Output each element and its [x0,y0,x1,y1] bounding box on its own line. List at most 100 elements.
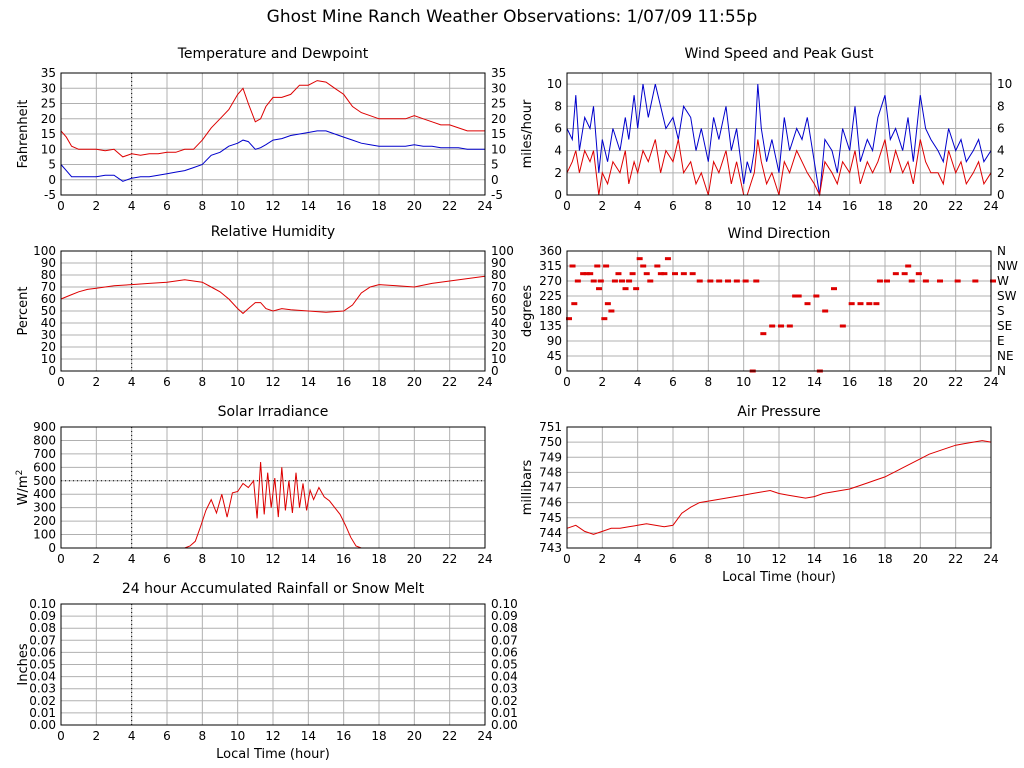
wind_direction-point [643,272,650,276]
right-tick-label: 50 [491,304,506,318]
x-tick-label: 0 [57,375,65,389]
wind_direction-point [707,279,714,283]
temperature-series-red-line [60,80,485,158]
right-tick-label: 0 [491,173,499,187]
x-tick-label: 10 [230,375,245,389]
x-tick-label: 24 [983,552,998,566]
wind_direction-point [601,317,608,321]
temperature-title: Temperature and Dewpoint [177,46,369,62]
y-tick-label: 747 [539,481,562,495]
wind_direction-point [813,294,820,298]
x-tick-label: 10 [736,552,751,566]
y-tick-label: 743 [539,541,562,555]
x-tick-label: 24 [477,375,492,389]
right-tick-label: 100 [491,244,514,258]
y-tick-label: 5 [48,158,56,172]
x-tick-label: 16 [842,552,857,566]
wind_direction-point [901,272,908,276]
y-tick-label: 800 [33,433,56,447]
right-tick-label: 25 [491,97,506,111]
x-tick-label: 2 [599,375,607,389]
right-tick-label: 15 [491,127,506,141]
wind_direction-point [892,272,899,276]
y-tick-label: 10 [547,77,562,91]
x-tick-label: 10 [230,552,245,566]
right-tick-label: 0 [997,188,1005,202]
y-tick-label: 0.03 [29,682,56,696]
temperature-frame [60,72,486,196]
right-tick-label: 80 [491,268,506,282]
x-tick-label: 18 [371,375,386,389]
y-tick-label: 180 [539,304,562,318]
y-tick-label: 0 [48,364,56,378]
y-tick-label: 300 [33,501,56,515]
wind_direction-point [596,287,603,291]
x-tick-label: 12 [771,375,786,389]
x-tick-label: 18 [371,199,386,213]
y-tick-label: 30 [41,81,56,95]
wind_direction-point [915,272,922,276]
wind_direction-point [689,272,696,276]
right-tick-label: 0.05 [491,658,518,672]
y-tick-label: 0 [554,188,562,202]
x-tick-label: 2 [93,375,101,389]
x-tick-label: 4 [128,199,136,213]
x-tick-label: 12 [771,552,786,566]
wind_direction-point [661,272,668,276]
y-tick-label: 200 [33,514,56,528]
y-tick-label: 0.04 [29,670,56,684]
y-tick-label: 6 [554,121,562,135]
wind_direction-point [866,302,873,306]
x-tick-label: 22 [442,199,457,213]
solar-frame [60,426,486,549]
right-tick-label: S [997,304,1005,318]
x-tick-label: 20 [407,729,422,743]
y-tick-label: 4 [554,144,562,158]
y-tick-label: 400 [33,487,56,501]
wind_direction-point [857,302,864,306]
right-tick-label: N [997,244,1006,258]
x-tick-label: 22 [442,729,457,743]
wind_direction-title: Wind Direction [728,226,831,242]
x-tick-label: 16 [336,199,351,213]
wind_direction-point [571,302,578,306]
y-tick-label: 40 [41,316,56,330]
temperature-chart: Temperature and Dewpoint-505101520253035… [16,46,506,213]
y-tick-label: 0.07 [29,633,56,647]
x-tick-label: 16 [336,552,351,566]
x-tick-label: 2 [93,729,101,743]
y-axis-label: degrees [520,285,535,338]
x-tick-label: 20 [407,552,422,566]
wind_direction-point [664,257,671,261]
wind_direction-point [786,324,793,328]
wind_direction-point [587,272,594,276]
x-tick-label: 18 [877,375,892,389]
right-tick-label: 30 [491,328,506,342]
wind_speed-series-red-line [566,139,992,197]
y-tick-label: 25 [41,97,56,111]
x-tick-label: 4 [128,375,136,389]
right-tick-label: SE [997,319,1012,333]
right-tick-label: 35 [491,66,506,80]
right-tick-label: 0.01 [491,706,518,720]
x-tick-label: 14 [807,552,822,566]
y-tick-label: 100 [33,528,56,542]
y-tick-label: 90 [41,256,56,270]
x-tick-label: 8 [705,375,713,389]
wind_direction-point [937,279,943,283]
pressure-frame [566,426,992,549]
x-tick-label: 14 [301,552,316,566]
wind_direction-point [647,279,654,283]
right-tick-label: -5 [491,188,503,202]
x-tick-label: 4 [128,552,136,566]
wind_direction-point [696,279,703,283]
x-tick-label: 16 [336,375,351,389]
wind_direction-point [640,264,647,268]
right-tick-label: 10 [997,77,1012,91]
wind_direction-point [580,272,587,276]
x-tick-label: 8 [705,552,713,566]
wind_direction-point [742,279,749,283]
x-tick-label: 2 [599,552,607,566]
